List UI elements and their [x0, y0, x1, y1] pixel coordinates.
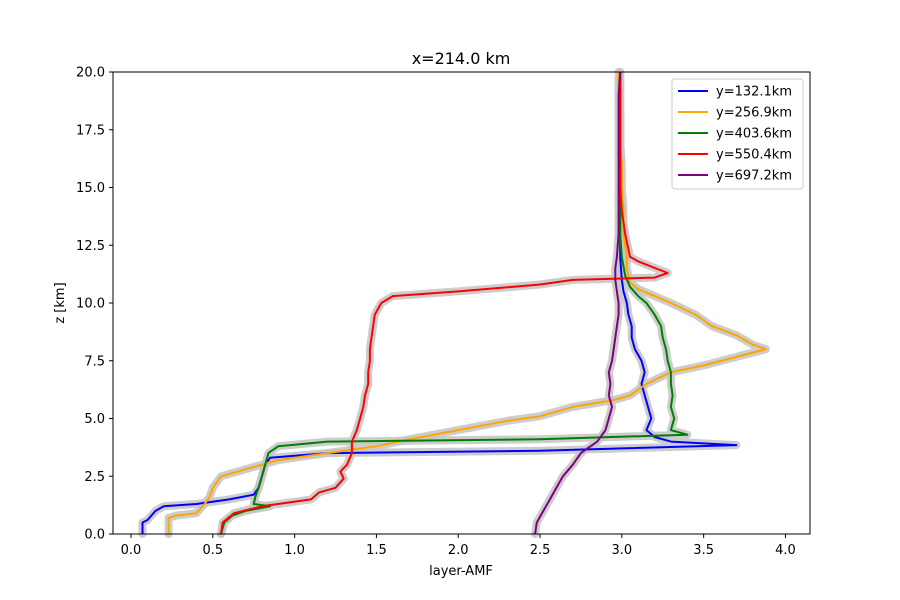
x-tick-label: 0.0 — [121, 543, 142, 558]
x-tick-label: 2.5 — [530, 543, 551, 558]
x-tick-label: 1.0 — [284, 543, 305, 558]
y-axis-ticks: 0.0 2.5 5.0 7.5 10.0 12.5 15.0 17.5 20.0 — [76, 66, 113, 543]
series-line-4 — [534, 71, 622, 535]
x-axis-label: layer-AMF — [429, 564, 493, 579]
x-tick-label: 2.0 — [448, 543, 469, 558]
series-lines — [141, 71, 767, 535]
x-tick-label: 4.0 — [775, 543, 796, 558]
legend: y=132.1km y=256.9km y=403.6km y=550.4km y=69… — [671, 78, 804, 190]
y-tick-label: 15.0 — [76, 181, 105, 196]
series-line-2 — [220, 72, 689, 535]
y-tick-label: 10.0 — [76, 297, 105, 312]
y-tick-label: 0.0 — [84, 528, 105, 543]
x-tick-label: 1.5 — [366, 543, 387, 558]
legend-label-4: y=697.2km — [716, 169, 792, 184]
legend-label-2: y=403.6km — [716, 127, 792, 142]
y-tick-label: 5.0 — [84, 412, 105, 427]
x-tick-label: 0.5 — [202, 543, 223, 558]
y-tick-label: 12.5 — [76, 239, 105, 254]
x-axis-ticks: 0.0 0.5 1.0 1.5 2.0 2.5 3.0 3.5 4.0 — [121, 534, 796, 558]
x-tick-label: 3.5 — [693, 543, 714, 558]
y-tick-label: 2.5 — [84, 470, 105, 485]
chart-title: x=214.0 km — [412, 49, 511, 68]
series-line-3 — [220, 72, 669, 535]
legend-label-0: y=132.1km — [716, 85, 792, 100]
legend-label-1: y=256.9km — [716, 106, 792, 121]
y-tick-label: 17.5 — [76, 123, 105, 138]
y-tick-label: 7.5 — [84, 354, 105, 369]
x-tick-label: 3.0 — [611, 543, 632, 558]
y-axis-label: z [km] — [53, 282, 68, 323]
legend-label-3: y=550.4km — [716, 148, 792, 163]
y-tick-label: 20.0 — [76, 66, 105, 81]
legend-box — [671, 78, 804, 190]
